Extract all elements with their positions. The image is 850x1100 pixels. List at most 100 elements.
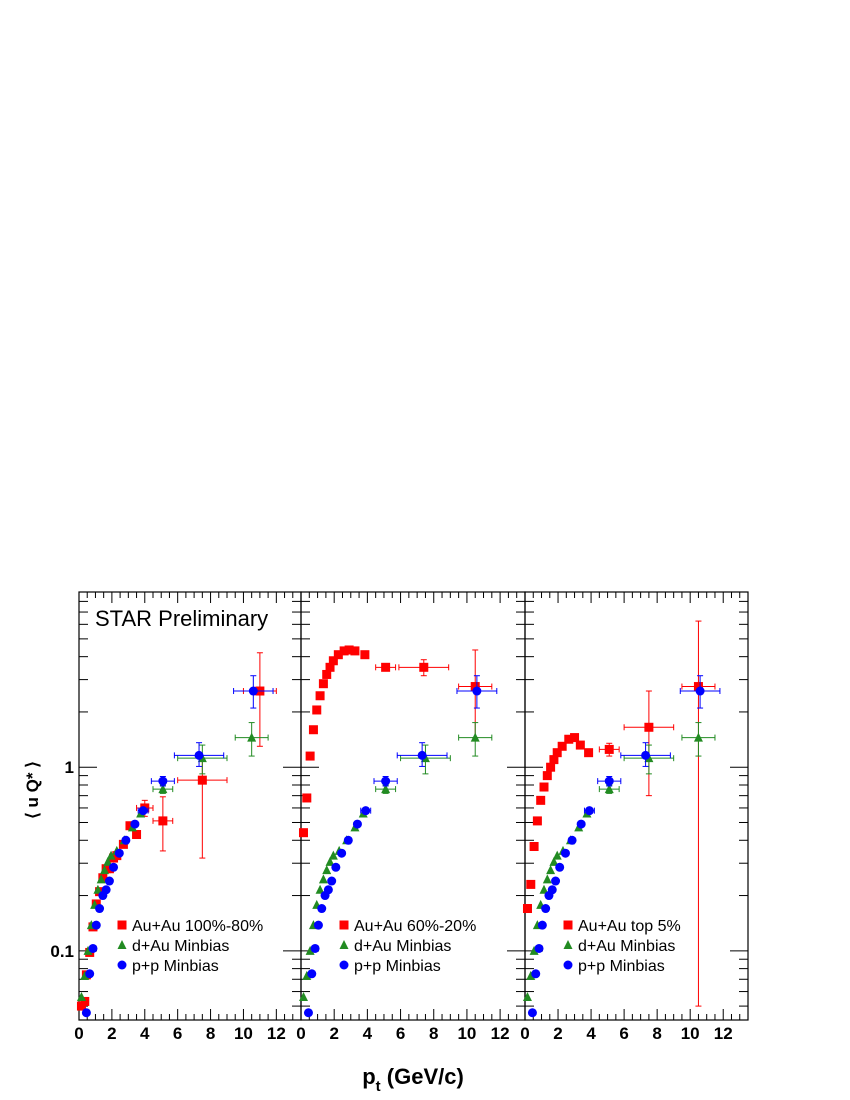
legend-label: d+Au Minbias xyxy=(354,938,451,955)
legend-label: Au+Au 100%-80% xyxy=(132,918,263,935)
data-point-triangle xyxy=(539,884,549,894)
legend-label: Au+Au 60%-20% xyxy=(354,918,476,935)
data-point-triangle xyxy=(325,856,335,866)
data-point-circle xyxy=(313,920,323,930)
data-point-circle xyxy=(641,750,651,760)
panel-1: 0 2 4 6 8 10 12 0.1 1 Au+Au 100%-80% d+Au Minbias p… xyxy=(50,591,302,1043)
data-point-circle xyxy=(560,848,570,858)
x-axis-label: pt (GeV/c) xyxy=(362,1064,464,1095)
legend-marker-square xyxy=(339,920,349,930)
series-circle xyxy=(81,675,274,1018)
data-point-square xyxy=(522,904,532,914)
legend-marker-circle xyxy=(117,960,127,970)
panel-frame xyxy=(78,591,302,1021)
data-point-triangle xyxy=(526,970,536,980)
x-tick-label: 12 xyxy=(267,1024,286,1043)
data-point-circle xyxy=(114,848,124,858)
series-square xyxy=(522,620,716,1007)
panel-3: 0 2 4 6 8 10 12 Au+Au top 5% d+Au Minbias p+p Min… xyxy=(520,591,749,1043)
x-tick-label: 6 xyxy=(173,1024,182,1043)
data-point-circle xyxy=(584,806,594,816)
data-point-square xyxy=(360,650,370,660)
data-point-triangle xyxy=(322,865,332,875)
data-point-square xyxy=(197,775,207,785)
y-axis-label: ⟨ u Q* ⟩ xyxy=(23,761,42,819)
x-axis-label-units: (GeV/c) xyxy=(381,1064,464,1089)
data-point-square xyxy=(693,682,703,692)
data-point-circle xyxy=(327,876,337,886)
data-point-square xyxy=(318,679,328,689)
data-point-square xyxy=(305,751,315,761)
data-point-circle xyxy=(317,904,327,914)
legend-label: d+Au Minbias xyxy=(578,938,675,955)
data-point-square xyxy=(575,740,585,750)
data-point-circle xyxy=(331,862,341,872)
legend-label: d+Au Minbias xyxy=(132,938,229,955)
data-point-circle xyxy=(323,885,333,895)
data-point-circle xyxy=(121,835,131,845)
data-point-square xyxy=(526,879,536,889)
data-point-circle xyxy=(101,885,111,895)
data-point-circle xyxy=(537,920,547,930)
data-point-triangle xyxy=(529,945,539,955)
data-point-square xyxy=(315,691,325,701)
data-point-circle xyxy=(541,904,551,914)
data-point-circle xyxy=(81,1008,91,1018)
panel-2: 0 2 4 6 8 10 12 Au+Au 60%-20% d+Au Minbias p+p Mi… xyxy=(296,591,526,1043)
data-point-square xyxy=(302,793,312,803)
data-point-triangle xyxy=(693,732,703,742)
data-point-circle xyxy=(527,1008,537,1018)
data-point-circle xyxy=(551,876,561,886)
data-point-triangle xyxy=(604,784,614,794)
x-tick-label: 6 xyxy=(396,1024,405,1043)
data-point-square xyxy=(644,722,654,732)
data-point-square xyxy=(552,748,562,758)
x-tick-label: 0 xyxy=(74,1024,83,1043)
data-point-triangle xyxy=(298,992,308,1002)
data-point-square xyxy=(339,646,349,656)
data-point-square xyxy=(322,669,332,679)
x-tick-label: 12 xyxy=(714,1024,733,1043)
data-point-triangle xyxy=(318,874,328,884)
data-point-square xyxy=(132,830,142,840)
data-point-circle xyxy=(194,750,204,760)
data-point-circle xyxy=(91,920,101,930)
data-point-circle xyxy=(343,835,353,845)
data-point-triangle xyxy=(552,850,562,860)
data-point-circle xyxy=(130,819,140,829)
star-preliminary-annotation: STAR Preliminary xyxy=(95,606,268,631)
data-point-circle xyxy=(158,776,168,786)
data-point-circle xyxy=(604,776,614,786)
data-point-square xyxy=(325,662,335,672)
series-circle xyxy=(303,675,498,1018)
data-point-triangle xyxy=(80,970,90,980)
data-point-circle xyxy=(248,686,258,696)
data-point-triangle xyxy=(546,865,556,875)
x-tick-label: 4 xyxy=(363,1024,373,1043)
data-point-circle xyxy=(361,806,371,816)
legend-label: p+p Minbias xyxy=(354,958,441,975)
series-square xyxy=(298,645,493,838)
data-point-circle xyxy=(303,1008,313,1018)
data-point-circle xyxy=(555,862,565,872)
data-point-circle xyxy=(352,819,362,829)
x-tick-label: 8 xyxy=(652,1024,661,1043)
x-tick-label: 0 xyxy=(296,1024,305,1043)
data-point-triangle xyxy=(83,945,93,955)
data-point-square xyxy=(470,682,480,692)
data-point-square xyxy=(308,725,318,735)
x-tick-label: 8 xyxy=(206,1024,215,1043)
data-point-circle xyxy=(547,885,557,895)
data-point-triangle xyxy=(381,784,391,794)
data-point-square xyxy=(584,748,594,758)
data-point-triangle xyxy=(302,970,312,980)
legend-marker-square xyxy=(563,920,573,930)
data-point-circle xyxy=(472,686,482,696)
legend-marker-triangle xyxy=(117,940,127,949)
data-point-triangle xyxy=(522,992,532,1002)
data-point-square xyxy=(564,734,574,744)
series-circle xyxy=(527,675,721,1018)
data-point-square xyxy=(546,762,556,772)
panel-frame xyxy=(524,591,749,1021)
